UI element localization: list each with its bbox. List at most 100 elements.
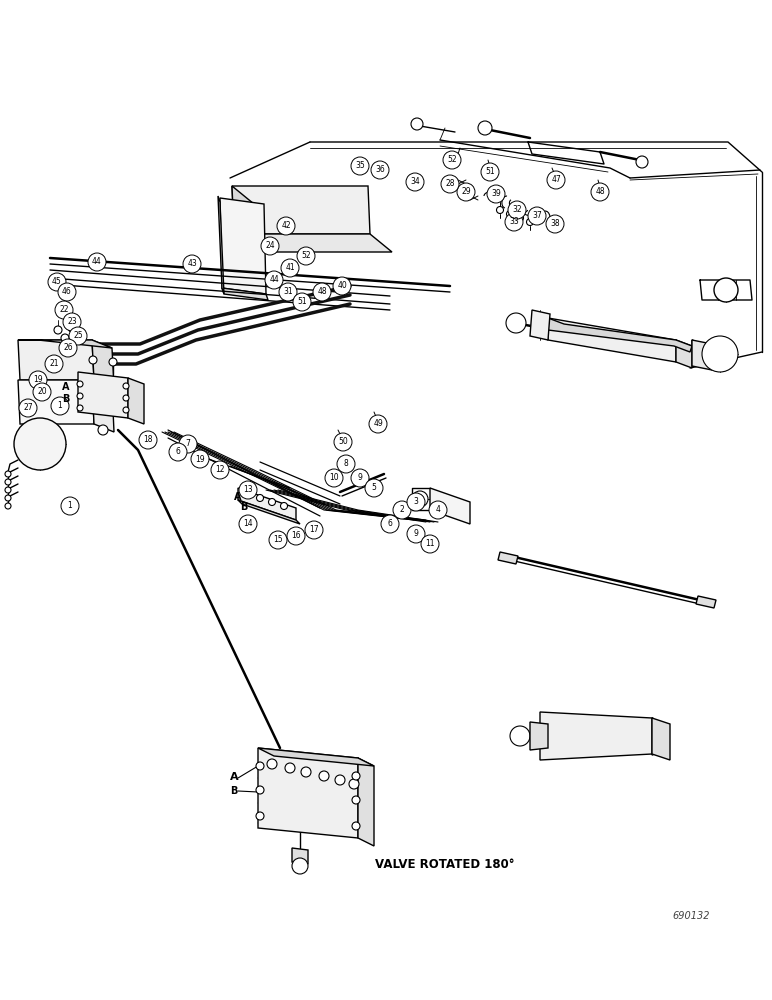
Text: 690132: 690132 bbox=[672, 911, 709, 921]
Circle shape bbox=[421, 535, 439, 553]
Circle shape bbox=[76, 334, 84, 342]
Text: 41: 41 bbox=[285, 263, 295, 272]
Circle shape bbox=[139, 431, 157, 449]
Circle shape bbox=[5, 503, 11, 509]
Text: 26: 26 bbox=[63, 344, 73, 353]
Circle shape bbox=[371, 161, 389, 179]
Polygon shape bbox=[692, 340, 712, 370]
Circle shape bbox=[714, 278, 738, 302]
Text: 49: 49 bbox=[373, 420, 383, 428]
Circle shape bbox=[496, 207, 503, 214]
Polygon shape bbox=[18, 340, 112, 348]
Text: B: B bbox=[230, 786, 237, 796]
Text: 16: 16 bbox=[291, 532, 301, 540]
Circle shape bbox=[325, 469, 343, 487]
Circle shape bbox=[349, 779, 359, 789]
Text: 1: 1 bbox=[68, 502, 73, 510]
Text: 23: 23 bbox=[67, 318, 76, 326]
Text: 25: 25 bbox=[73, 332, 83, 340]
Polygon shape bbox=[258, 748, 358, 838]
Circle shape bbox=[29, 371, 47, 389]
Circle shape bbox=[267, 759, 277, 769]
Circle shape bbox=[407, 525, 425, 543]
Circle shape bbox=[5, 495, 11, 501]
Circle shape bbox=[481, 163, 499, 181]
Text: 31: 31 bbox=[283, 288, 293, 296]
Circle shape bbox=[33, 383, 51, 401]
Circle shape bbox=[508, 201, 526, 219]
Text: 38: 38 bbox=[550, 220, 560, 229]
Text: 20: 20 bbox=[37, 387, 47, 396]
Text: 52: 52 bbox=[447, 155, 457, 164]
Circle shape bbox=[527, 219, 533, 226]
Text: 21: 21 bbox=[49, 360, 59, 368]
Polygon shape bbox=[530, 722, 548, 750]
Circle shape bbox=[702, 336, 738, 372]
Circle shape bbox=[183, 255, 201, 273]
Polygon shape bbox=[232, 186, 256, 252]
Text: 40: 40 bbox=[337, 282, 347, 290]
Circle shape bbox=[457, 183, 475, 201]
Polygon shape bbox=[18, 340, 94, 380]
Circle shape bbox=[77, 381, 83, 387]
Circle shape bbox=[58, 283, 76, 301]
Text: 8: 8 bbox=[344, 460, 348, 468]
Circle shape bbox=[269, 531, 287, 549]
Circle shape bbox=[109, 358, 117, 366]
Circle shape bbox=[334, 433, 352, 451]
Text: 9: 9 bbox=[414, 530, 418, 538]
Text: 6: 6 bbox=[388, 520, 392, 528]
Circle shape bbox=[256, 812, 264, 820]
Circle shape bbox=[191, 450, 209, 468]
Text: 48: 48 bbox=[595, 188, 604, 196]
Text: 32: 32 bbox=[512, 206, 522, 215]
Circle shape bbox=[505, 213, 523, 231]
Circle shape bbox=[77, 393, 83, 399]
Text: 6: 6 bbox=[175, 448, 181, 456]
Text: 18: 18 bbox=[144, 436, 153, 444]
Circle shape bbox=[265, 271, 283, 289]
Circle shape bbox=[487, 185, 505, 203]
Text: 14: 14 bbox=[243, 520, 252, 528]
Circle shape bbox=[55, 301, 73, 319]
Circle shape bbox=[45, 355, 63, 373]
Circle shape bbox=[412, 491, 428, 507]
Text: 37: 37 bbox=[532, 212, 542, 221]
Circle shape bbox=[61, 497, 79, 515]
Text: 19: 19 bbox=[33, 375, 42, 384]
Text: 7: 7 bbox=[185, 440, 191, 448]
Circle shape bbox=[269, 498, 276, 506]
Circle shape bbox=[280, 502, 287, 510]
Polygon shape bbox=[222, 288, 268, 300]
Text: A: A bbox=[62, 382, 69, 392]
Circle shape bbox=[478, 121, 492, 135]
Circle shape bbox=[277, 217, 295, 235]
Polygon shape bbox=[92, 380, 114, 432]
Text: 13: 13 bbox=[243, 486, 252, 494]
Circle shape bbox=[407, 493, 425, 511]
Text: A: A bbox=[230, 772, 239, 782]
Polygon shape bbox=[548, 318, 692, 352]
Polygon shape bbox=[292, 848, 308, 864]
Circle shape bbox=[506, 211, 513, 218]
Text: 46: 46 bbox=[62, 288, 72, 296]
Circle shape bbox=[313, 283, 331, 301]
Text: 29: 29 bbox=[461, 188, 471, 196]
Circle shape bbox=[261, 237, 279, 255]
Text: 12: 12 bbox=[215, 466, 225, 475]
Circle shape bbox=[352, 822, 360, 830]
Text: 27: 27 bbox=[23, 403, 33, 412]
Text: 11: 11 bbox=[425, 540, 435, 548]
Circle shape bbox=[48, 273, 66, 291]
Text: B: B bbox=[62, 394, 69, 404]
Circle shape bbox=[429, 501, 447, 519]
Circle shape bbox=[256, 762, 264, 770]
Circle shape bbox=[292, 858, 308, 874]
Text: 51: 51 bbox=[297, 298, 306, 306]
Circle shape bbox=[352, 772, 360, 780]
Text: 35: 35 bbox=[355, 161, 365, 170]
Text: VALVE ROTATED 180°: VALVE ROTATED 180° bbox=[375, 857, 514, 870]
Circle shape bbox=[245, 490, 252, 497]
Text: 44: 44 bbox=[92, 257, 102, 266]
Circle shape bbox=[256, 786, 264, 794]
